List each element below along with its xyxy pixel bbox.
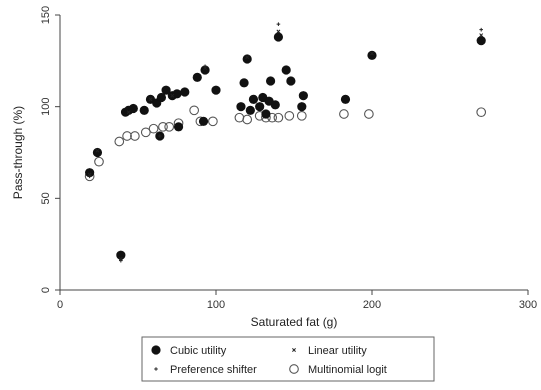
legend-marker-preference-shifter <box>154 367 158 371</box>
x-axis-title: Saturated fat (g) <box>251 315 338 329</box>
x-tick-label: 0 <box>57 299 63 311</box>
cubic-utility-point <box>92 147 103 158</box>
multinomial-logit-point <box>148 123 159 134</box>
linear-utility-point <box>126 110 131 115</box>
linear-utility-point <box>95 148 100 153</box>
cubic-utility-point <box>298 91 308 101</box>
cubic-utility-point <box>367 50 377 60</box>
cubic-utility-point <box>266 76 276 86</box>
multinomial-logit-point <box>158 121 168 132</box>
cubic-utility-point <box>198 116 209 126</box>
linear-utility-point <box>118 256 123 261</box>
cubic-utility-point <box>156 92 166 103</box>
multinomial-logit-point <box>114 136 125 147</box>
preference-shifter-point <box>119 258 123 263</box>
linear-utility-point <box>203 66 208 71</box>
cubic-utility-point <box>245 105 255 115</box>
cubic-utility-point <box>286 76 296 86</box>
preference-shifter-point <box>479 27 483 32</box>
multinomial-logit-point <box>122 131 132 141</box>
cubic-utility-point <box>476 36 486 46</box>
cubic-utility-point <box>270 100 280 110</box>
multinomial-logit-point <box>284 110 295 121</box>
legend-marker-multinomial-logit <box>289 364 299 374</box>
cubic-utility-point <box>340 94 351 104</box>
cubic-utility-point <box>248 94 259 104</box>
multinomial-logit-point <box>364 109 374 119</box>
multinomial-logit-point <box>208 116 218 127</box>
linear-utility-point <box>170 93 175 98</box>
multinomial-logit-point <box>164 121 175 132</box>
multinomial-logit-point <box>130 131 140 141</box>
cubic-utility-point <box>180 87 190 97</box>
cubic-utility-point <box>139 105 149 115</box>
cubic-utility-point <box>211 85 221 95</box>
x-tick-label: 300 <box>519 299 537 311</box>
linear-utility-point <box>148 97 153 102</box>
legend-label-preference-shifter: Preference shifter <box>170 364 257 376</box>
cubic-utility-point <box>242 54 252 64</box>
y-tick-label: 100 <box>40 97 52 115</box>
legend-marker-linear-utility <box>292 348 296 352</box>
legend-label-cubic-utility: Cubic utility <box>170 345 227 357</box>
y-tick-label: 50 <box>40 192 52 204</box>
x-tick-label: 200 <box>363 299 381 311</box>
linear-utility-point <box>370 51 374 56</box>
preference-shifter-point <box>276 22 281 26</box>
linear-utility-point <box>245 55 250 60</box>
cubic-utility-point <box>273 32 284 42</box>
multinomial-logit-point <box>476 107 487 118</box>
multinomial-logit-point <box>234 112 245 123</box>
linear-utility-point <box>276 29 281 34</box>
multinomial-logit-point <box>94 156 104 167</box>
multinomial-logit-point <box>140 127 151 138</box>
cubic-utility-point <box>128 103 138 114</box>
multinomial-logit-point <box>189 105 200 116</box>
cubic-utility-point <box>261 109 271 119</box>
cubic-utility-point <box>297 102 307 112</box>
cubic-utility-point <box>236 102 246 112</box>
cubic-utility-point <box>281 65 291 75</box>
legend-marker-cubic-utility <box>151 345 161 355</box>
multinomial-logit-point <box>242 114 253 125</box>
cubic-utility-point <box>173 122 184 132</box>
cubic-utility-point <box>239 78 249 88</box>
preference-shifter-point <box>87 174 92 179</box>
legend-label-linear-utility: Linear utility <box>308 345 367 357</box>
cubic-utility-point <box>161 85 171 95</box>
x-tick-label: 100 <box>207 299 225 311</box>
y-tick-label: 0 <box>40 287 52 293</box>
legend-label-multinomial-logit: Multinomial logit <box>308 364 387 376</box>
legend-box <box>141 336 435 382</box>
multinomial-logit-point <box>296 110 307 121</box>
linear-utility-point <box>479 33 484 38</box>
cubic-utility-point <box>192 72 202 82</box>
y-axis-title: Pass-through (%) <box>11 106 25 199</box>
cubic-utility-point <box>255 102 265 112</box>
multinomial-logit-point <box>339 109 349 119</box>
linear-utility-point <box>87 172 92 177</box>
y-tick-label: 150 <box>40 6 52 24</box>
multinomial-logit-point <box>273 112 284 123</box>
preference-shifter-point <box>203 64 207 69</box>
preference-shifter-point <box>158 134 162 138</box>
